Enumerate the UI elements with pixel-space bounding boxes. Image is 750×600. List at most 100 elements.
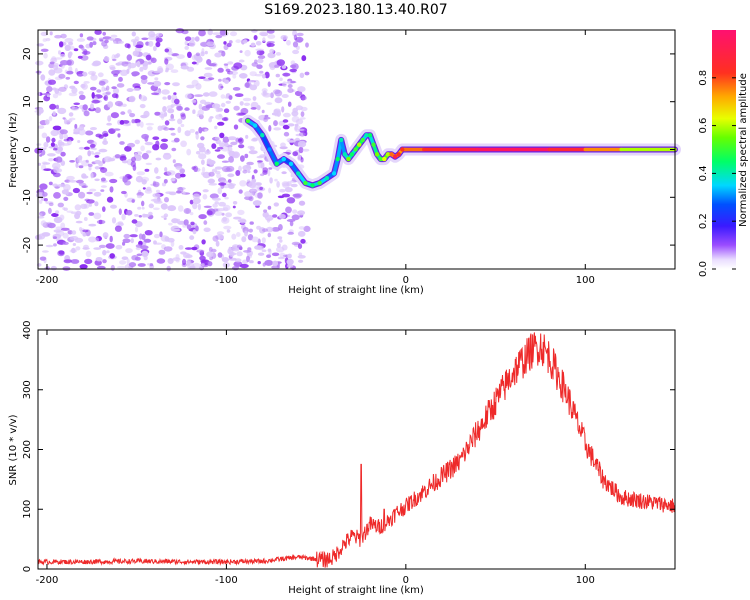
spectrogram-noise-blob [250, 107, 257, 110]
spectrogram-x-label: Height of straight line (km) [288, 285, 424, 296]
spectrogram-noise-blob [244, 49, 251, 57]
spectrogram-noise-blob [243, 250, 252, 253]
spectrogram-noise-blob [101, 41, 108, 47]
spectrogram-noise-blob [204, 128, 208, 132]
spectrogram-noise-blob [134, 226, 139, 233]
spectrogram-noise-blob [267, 232, 272, 238]
spectrogram-noise-blob [297, 140, 307, 148]
spectrogram-track-segment [339, 138, 347, 157]
spectrogram-noise-blob [273, 108, 281, 114]
spectrogram-noise-blob [177, 106, 184, 111]
spectrogram-track-point [382, 156, 387, 162]
spectrogram-noise-blob [102, 259, 107, 264]
spectrogram-noise-blob [247, 170, 251, 174]
spectrogram-noise-blob [116, 265, 126, 269]
spectrogram-noise-blob [40, 220, 47, 227]
spectrogram-track-point [360, 137, 365, 143]
spectrogram-noise-blob [242, 169, 248, 174]
spectrogram-noise-blob [218, 182, 227, 186]
spectrogram-noise-blob [58, 50, 61, 55]
spectrogram-noise-blob [198, 29, 206, 37]
spectrogram-noise-blob [106, 196, 114, 203]
spectrogram-noise-blob [194, 36, 200, 42]
spectrogram-noise-blob [55, 226, 63, 230]
spectrogram-noise-blob [189, 235, 195, 240]
spectrogram-noise-blob [193, 165, 199, 172]
spectrogram-noise-blob [255, 48, 264, 52]
spectrogram-noise-blob [237, 244, 242, 249]
spectrogram-noise-blob [91, 62, 100, 67]
spectrogram-noise-blob [282, 182, 290, 189]
spectrogram-noise-blob [222, 216, 228, 222]
spectrogram-noise-blob [139, 104, 146, 109]
spectrogram-noise-blob [155, 176, 161, 179]
spectrogram-noise-blob [215, 107, 221, 113]
spectrogram-noise-blob [43, 198, 48, 202]
spectrogram-noise-blob [161, 89, 170, 95]
spectrogram-noise-blob [241, 236, 247, 243]
spectrogram-noise-blob [232, 248, 240, 252]
spectrogram-noise-blob [167, 95, 172, 100]
spectrogram-noise-blob [52, 125, 62, 131]
spectrogram-noise-blob [112, 58, 117, 62]
spectrogram-noise-blob [75, 162, 79, 168]
spectrogram-noise-blob [100, 177, 106, 182]
spectrogram-noise-blob [83, 146, 91, 150]
spectrogram-noise-blob [304, 71, 310, 76]
snr-y-tick-label: 100 [22, 500, 33, 519]
spectrogram-noise-blob [68, 179, 78, 183]
spectrogram-noise-blob [249, 221, 254, 225]
spectrogram-noise-blob [168, 127, 175, 131]
spectrogram-noise-blob [215, 240, 220, 247]
spectrogram-track-segment [267, 147, 279, 166]
spectrogram-noise-blob [126, 209, 133, 216]
spectrogram-noise-blob [81, 50, 91, 55]
spectrogram-noise-blob [57, 202, 64, 208]
spectrogram-noise-blob [229, 182, 233, 186]
spectrogram-noise-blob [119, 155, 127, 161]
spectrogram-noise-blob [83, 110, 90, 117]
spectrogram-noise-blob [256, 105, 261, 111]
spectrogram-noise-blob [135, 44, 144, 49]
spectrogram-noise-blob [281, 171, 287, 175]
spectrogram-track-point [346, 156, 351, 162]
spectrogram-noise-blob [161, 138, 168, 142]
spectrogram-noise-blob [112, 87, 120, 94]
spectrogram-noise-blob [63, 259, 72, 264]
spectrogram-noise-blob [52, 183, 58, 187]
spectrogram-noise-blob [86, 36, 94, 41]
spectrogram-noise-blob [211, 143, 217, 150]
spectrogram-noise-blob [269, 177, 273, 184]
spectrogram-noise-blob [163, 246, 173, 252]
spectrogram-noise-blob [71, 230, 77, 235]
spectrogram-noise-blob [261, 109, 265, 114]
spectrogram-noise-blob [90, 86, 97, 91]
spectrogram-noise-blob [152, 80, 162, 87]
spectrogram-noise-blob [282, 72, 291, 77]
spectrogram-noise-blob [53, 243, 57, 247]
spectrogram-noise-blob [239, 263, 249, 269]
spectrogram-noise-blob [132, 50, 139, 57]
spectrogram-noise-blob [102, 232, 109, 239]
colorbar-tick-label: 0.8 [698, 70, 709, 86]
spectrogram-noise-blob [172, 82, 180, 87]
spectrogram-noise-blob [157, 125, 163, 131]
spectrogram-noise-blob [131, 119, 136, 124]
spectrogram-noise-blob [271, 252, 280, 257]
spectrogram-track-point [335, 156, 340, 162]
spectrogram-noise-blob [147, 263, 151, 266]
spectrogram-noise-blob [279, 239, 283, 243]
spectrogram-noise-blob [183, 208, 192, 214]
spectrogram-noise-blob [59, 129, 68, 135]
spectrogram-noise-blob [104, 171, 114, 177]
spectrogram-track-point [378, 156, 383, 162]
spectrogram-noise-blob [82, 233, 87, 237]
spectrogram-noise-blob [141, 200, 145, 207]
spectrogram-track-point [281, 156, 286, 162]
spectrogram-noise-blob [98, 244, 107, 249]
spectrogram-noise-blob [242, 97, 252, 102]
spectrogram-noise-blob [199, 99, 207, 105]
spectrogram-noise-blob [94, 159, 102, 165]
spectrogram-noise-blob [42, 250, 49, 253]
spectrogram-noise-blob [267, 248, 272, 252]
